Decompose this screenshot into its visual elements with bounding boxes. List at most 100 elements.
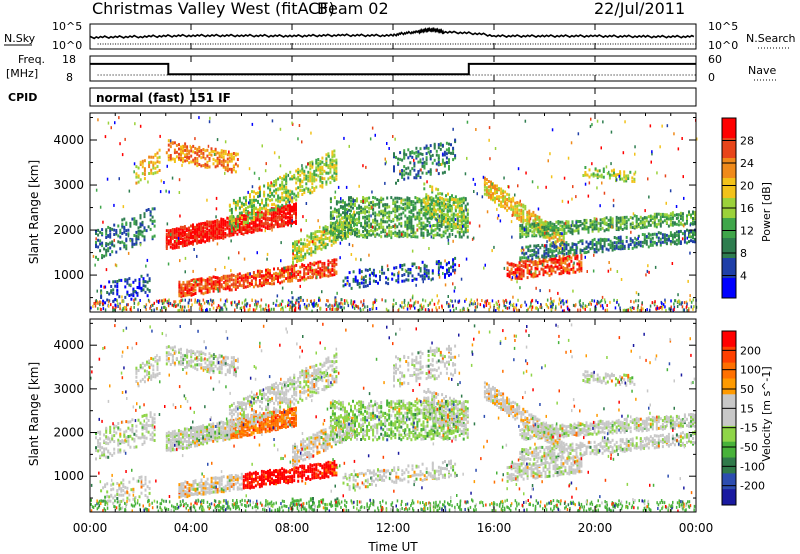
rti-cell xyxy=(256,227,259,231)
rti-cell xyxy=(206,165,209,169)
rti-cell xyxy=(99,242,102,246)
rti-cell xyxy=(681,212,684,216)
rti-cell xyxy=(281,187,284,191)
rti-cell xyxy=(446,271,448,275)
rti-cell xyxy=(310,246,313,250)
rti-cell xyxy=(313,261,316,265)
rti-cell xyxy=(358,219,361,223)
rti-cell xyxy=(297,186,300,190)
rti-cell xyxy=(543,253,546,257)
rti-cell xyxy=(305,266,308,269)
rti-cell xyxy=(310,236,313,240)
rti-cell xyxy=(316,235,319,239)
rti-cell xyxy=(549,220,552,224)
rti-cell xyxy=(309,191,312,195)
rti-cell xyxy=(218,306,220,309)
rti-cell xyxy=(538,272,541,276)
rti-cell xyxy=(406,223,409,226)
rti-cell xyxy=(671,240,674,244)
rti-cell xyxy=(429,144,432,148)
rti-cell xyxy=(430,224,433,228)
rti-cell xyxy=(448,226,451,230)
rti-cell xyxy=(262,281,265,285)
rti-cell xyxy=(135,181,138,185)
rti-cell xyxy=(114,280,117,284)
rti-cell xyxy=(165,244,168,247)
rti-cell xyxy=(312,250,315,254)
rti-cell xyxy=(456,203,459,207)
rti-cell xyxy=(565,243,568,247)
rti-cell xyxy=(208,151,211,155)
rti-cell xyxy=(433,202,436,206)
rti-cell xyxy=(356,217,358,221)
rti-cell xyxy=(364,280,367,284)
rti-cell xyxy=(274,214,277,218)
rti-cell xyxy=(431,308,433,312)
rti-cell xyxy=(126,303,128,307)
rti-cell xyxy=(368,217,371,221)
rti-cell xyxy=(352,279,355,283)
rti-cell xyxy=(274,217,277,221)
rti-cell xyxy=(483,185,486,189)
rti-cell xyxy=(194,156,197,160)
rti-cell xyxy=(285,268,288,272)
rti-cell xyxy=(436,226,439,230)
rti-cell xyxy=(406,204,409,208)
rti-cell xyxy=(487,192,490,196)
rti-cell xyxy=(568,262,571,266)
rti-cell xyxy=(333,271,336,275)
rti-cell xyxy=(254,222,257,226)
rti-cell xyxy=(527,231,530,235)
rti-cell xyxy=(408,217,411,221)
rti-cell xyxy=(244,278,247,281)
rti-cell xyxy=(623,179,626,183)
rti-cell xyxy=(393,169,395,173)
rti-cell xyxy=(425,171,428,175)
rti-cell xyxy=(300,238,303,242)
rti-cell xyxy=(360,205,363,209)
rti-cell xyxy=(188,282,191,285)
rti-cell xyxy=(218,155,221,159)
rti-cell xyxy=(583,221,586,225)
rti-cell xyxy=(382,203,385,207)
rti-cell xyxy=(214,159,217,163)
rti-cell xyxy=(587,245,590,249)
rti-cell xyxy=(428,232,431,236)
rti-cell xyxy=(641,226,644,229)
rti-cell xyxy=(529,254,532,258)
rti-cell xyxy=(360,281,363,285)
rti-cell xyxy=(234,285,237,289)
rti-cell xyxy=(224,168,227,172)
rti-cell xyxy=(287,279,290,283)
rti-cell xyxy=(601,238,604,242)
rti-cell xyxy=(244,303,246,307)
rti-cell xyxy=(335,169,338,173)
rti-cell xyxy=(151,235,154,239)
rti-cell xyxy=(675,213,678,217)
rti-cell xyxy=(607,228,610,232)
rti-cell xyxy=(340,227,343,231)
rti-cell xyxy=(311,160,314,164)
rti-cell xyxy=(269,184,272,188)
rti-cell xyxy=(188,288,191,292)
rti-cell xyxy=(563,230,566,233)
rti-cell xyxy=(456,219,459,223)
rti-cell xyxy=(156,165,159,169)
rti-cell xyxy=(555,254,558,258)
rti-cell xyxy=(273,267,275,271)
rti-cell xyxy=(623,170,626,174)
rti-cell xyxy=(295,216,297,220)
rti-cell xyxy=(226,279,229,283)
rti-cell xyxy=(333,207,336,211)
rti-cell xyxy=(380,225,383,229)
rti-cell xyxy=(446,235,449,239)
rti-cell xyxy=(324,242,327,246)
rti-cell xyxy=(105,242,108,246)
rti-cell xyxy=(427,194,430,198)
rti-cell xyxy=(295,301,297,305)
rti-cell xyxy=(422,233,425,237)
rti-cell xyxy=(571,232,574,236)
rti-cell xyxy=(633,306,635,310)
rti-cell xyxy=(386,220,389,224)
rti-cell xyxy=(297,279,300,282)
